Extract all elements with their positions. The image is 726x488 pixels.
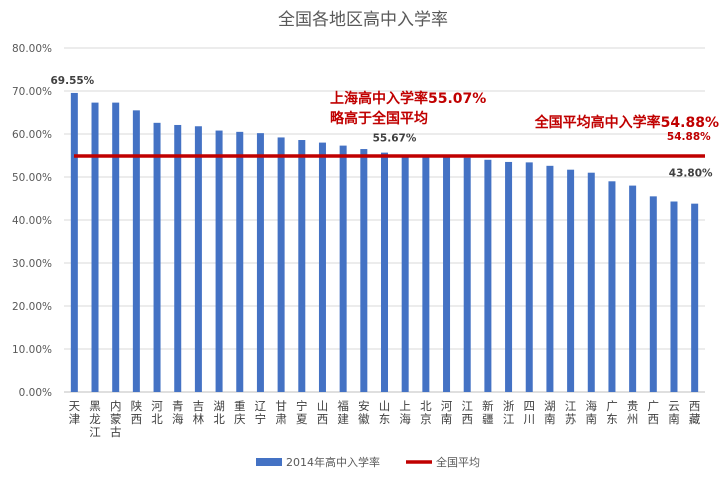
y-tick-label: 0.00%: [19, 387, 52, 399]
bar-吉林: [194, 126, 202, 392]
x-tick-label: 内蒙古: [110, 399, 122, 439]
x-tick-label: 吉林: [193, 399, 205, 426]
bar-黑龙江: [91, 102, 99, 393]
x-tick-label: 黑龙江: [89, 399, 101, 439]
y-tick-label: 80.00%: [12, 43, 52, 55]
bar-青海: [174, 124, 182, 392]
annotation-shanghai: 上海高中入学率55.07%: [330, 90, 486, 107]
x-tick-label: 新疆: [482, 399, 494, 426]
bar-河北: [153, 122, 161, 392]
x-tick-label: 河南: [441, 399, 453, 426]
x-tick-label: 广西: [648, 399, 660, 426]
bar-贵州: [629, 185, 637, 392]
x-tick-label: 河北: [151, 399, 163, 426]
x-tick-label: 贵州: [627, 399, 639, 426]
y-tick-label: 70.00%: [12, 86, 52, 98]
x-tick-label: 山东: [379, 399, 391, 426]
x-tick-label: 广东: [606, 399, 618, 426]
x-tick-label: 陕西: [131, 399, 143, 426]
average-value-label: 54.88%: [667, 131, 711, 143]
bar-辽宁: [256, 133, 264, 392]
data-label: 69.55%: [50, 75, 94, 87]
bar-福建: [339, 145, 347, 392]
x-tick-label: 山西: [317, 399, 329, 426]
x-tick-label: 云南: [668, 399, 680, 426]
bar-广东: [608, 181, 616, 392]
x-tick-label: 天津: [69, 399, 81, 426]
x-tick-label: 福建: [337, 399, 349, 426]
data-label: 55.67%: [373, 133, 417, 145]
bar-广西: [649, 196, 657, 392]
legend-swatch-bar: [256, 458, 282, 466]
y-tick-label: 10.00%: [12, 344, 52, 356]
x-tick-label: 甘肃: [275, 399, 287, 426]
bar-陕西: [132, 110, 140, 392]
bar-宁夏: [298, 140, 306, 392]
y-tick-label: 40.00%: [12, 215, 52, 227]
x-tick-label: 青海: [172, 399, 184, 426]
bar-天津: [70, 92, 78, 392]
bar-江西: [463, 157, 471, 392]
x-tick-label: 四川: [523, 399, 535, 426]
y-tick-label: 20.00%: [12, 301, 52, 313]
y-tick-label: 60.00%: [12, 129, 52, 141]
bar-山西: [318, 142, 326, 392]
data-label: 43.80%: [669, 168, 713, 180]
bar-湖北: [215, 130, 223, 392]
x-tick-label: 宁夏: [296, 399, 308, 426]
bar-云南: [670, 201, 678, 392]
annotation-average: 全国平均高中入学率54.88%: [534, 114, 719, 131]
bar-浙江: [505, 161, 513, 392]
bar-上海: [401, 155, 409, 392]
bar-安徽: [360, 149, 368, 392]
chart-title: 全国各地区高中入学率: [278, 10, 448, 30]
bar-北京: [422, 155, 430, 392]
bar-江苏: [567, 169, 575, 392]
x-tick-label: 海南: [586, 399, 598, 426]
x-tick-label: 重庆: [234, 399, 246, 426]
bar-河南: [443, 156, 451, 392]
bar-重庆: [236, 131, 244, 392]
y-tick-label: 50.00%: [12, 172, 52, 184]
x-tick-label: 北京: [420, 399, 432, 426]
bar-湖南: [546, 165, 554, 392]
x-tick-label: 浙江: [503, 399, 515, 426]
x-tick-label: 湖南: [544, 399, 556, 426]
legend-label-line: 全国平均: [436, 455, 480, 469]
x-tick-label: 西藏: [689, 399, 701, 426]
x-tick-label: 湖北: [213, 399, 225, 426]
bar-山东: [381, 152, 388, 392]
bar-甘肃: [277, 137, 285, 392]
bar-西藏: [691, 203, 699, 392]
legend-label-bar: 2014年高中入学率: [286, 455, 380, 469]
bar-新疆: [484, 159, 492, 392]
x-tick-label: 江苏: [565, 399, 577, 426]
bar-内蒙古: [112, 102, 120, 393]
annotation-shanghai: 略高于全国平均: [330, 110, 428, 127]
x-tick-label: 安徽: [358, 399, 370, 426]
bar-四川: [525, 162, 533, 392]
bar-海南: [587, 172, 595, 392]
x-tick-label: 江西: [461, 399, 473, 426]
x-tick-label: 上海: [399, 399, 411, 426]
x-tick-label: 辽宁: [255, 399, 267, 426]
y-tick-label: 30.00%: [12, 258, 52, 270]
